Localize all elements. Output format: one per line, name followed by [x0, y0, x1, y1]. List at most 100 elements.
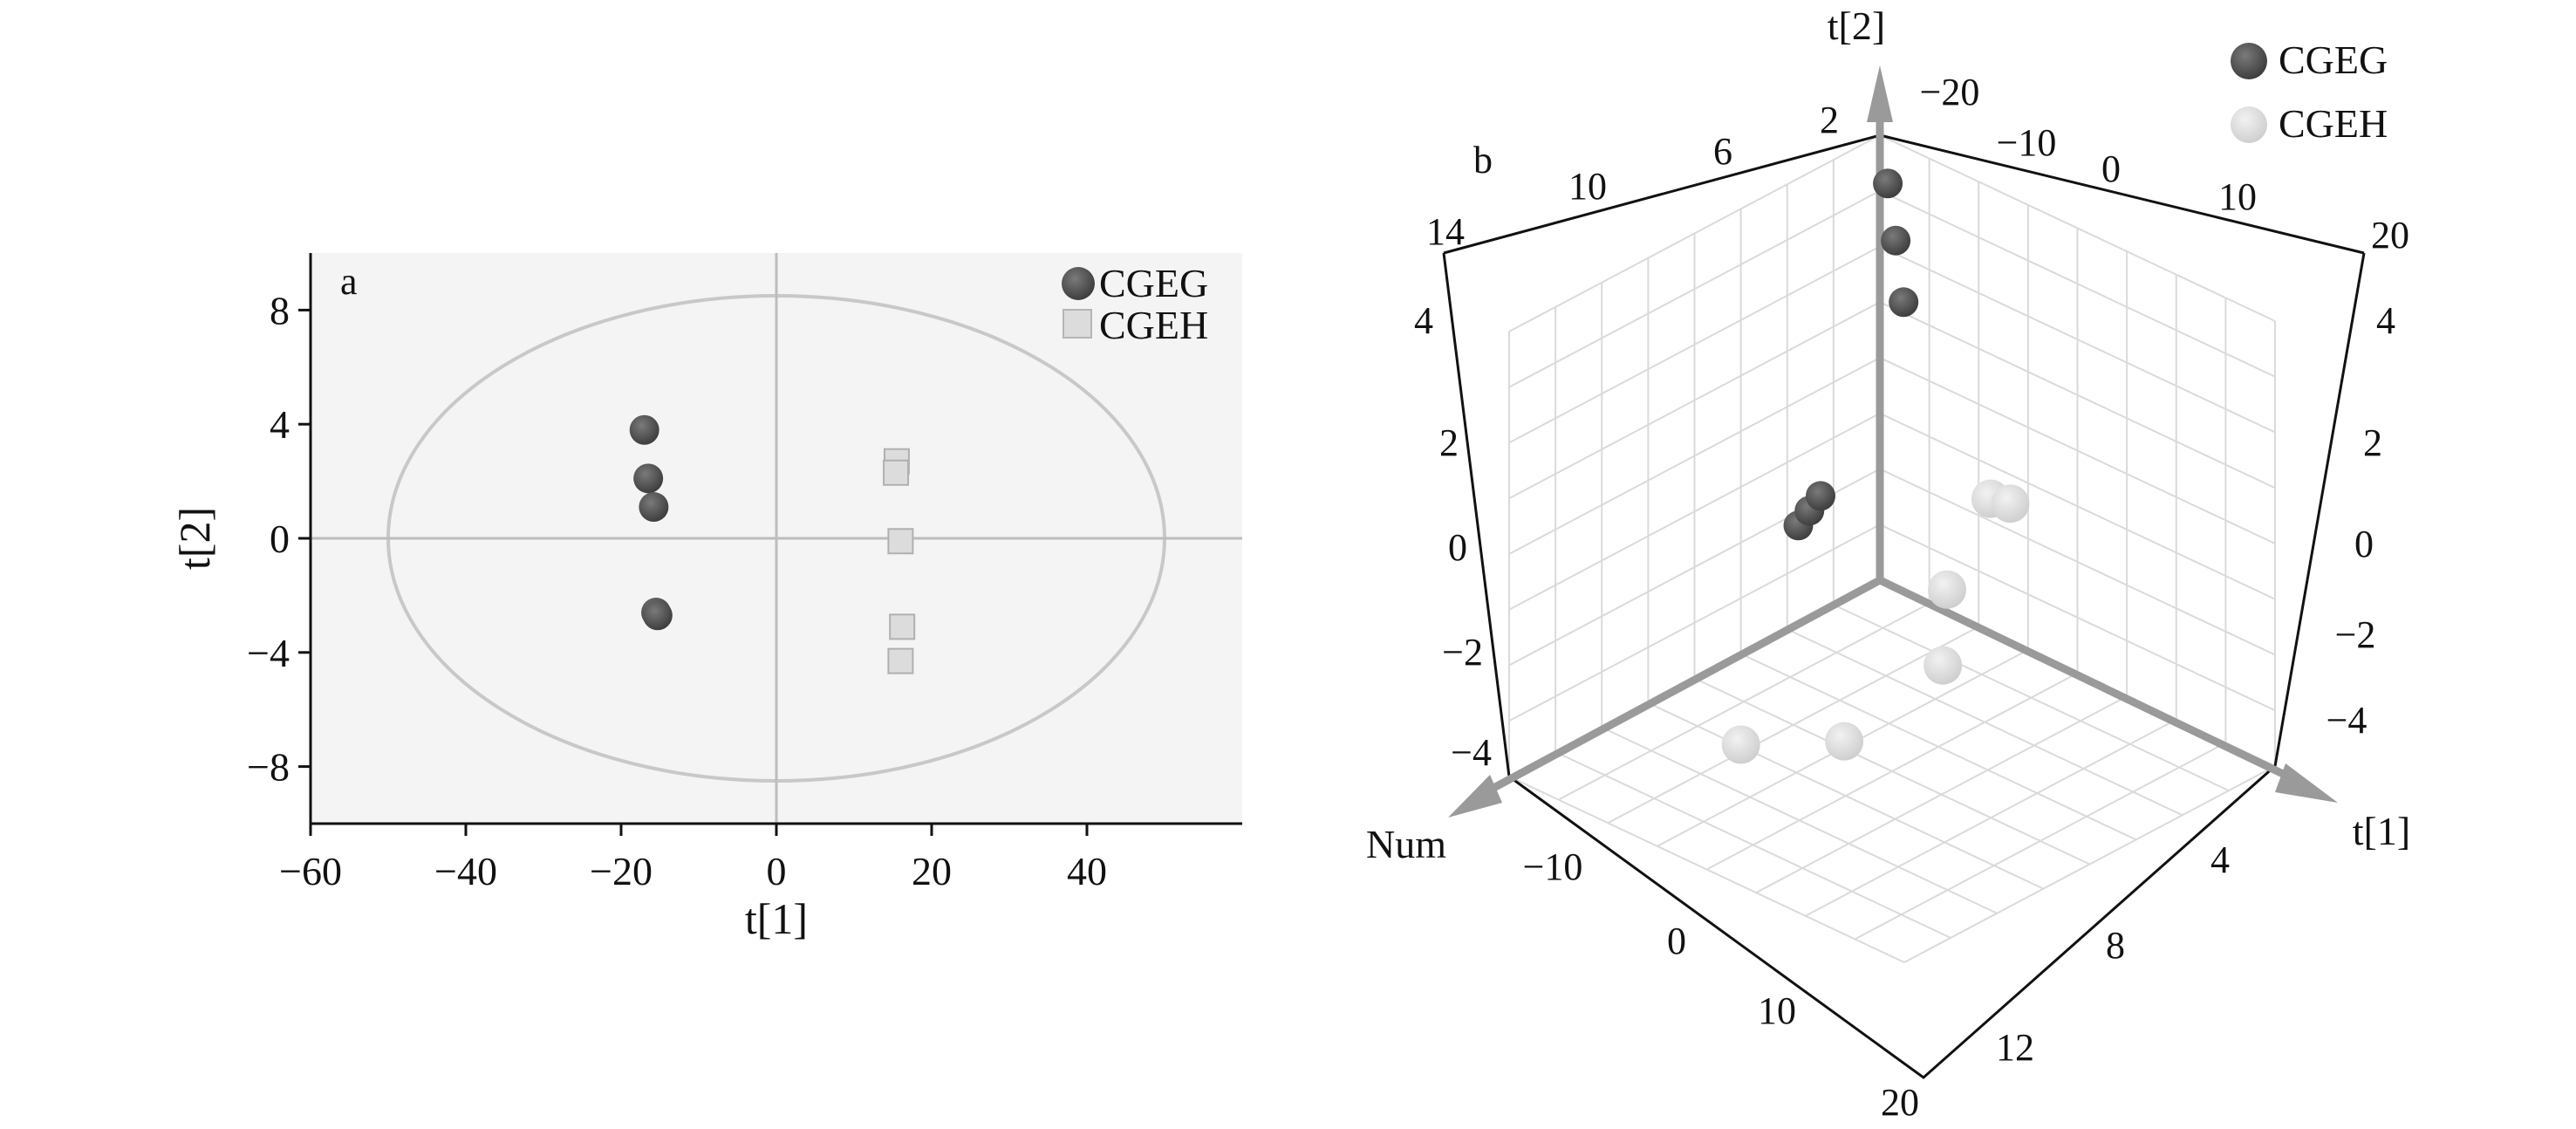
tick-label: 20: [1881, 1081, 1919, 1124]
t1-axis-label: t[1]: [2353, 809, 2410, 853]
data-point-cgeg: [633, 463, 664, 494]
panel-a-legend: CGEG CGEH: [1062, 261, 1208, 347]
panel-b-3d-score-plot: 14 10 6 2 −20 −10 0 10 20 4 2 0 −2 −4 4 …: [1366, 3, 2410, 1124]
panel-a-y-ticks: −8 −4 0 4 8: [247, 288, 311, 790]
tick-label: −10: [1523, 845, 1583, 888]
panel-b-label: b: [1473, 139, 1493, 181]
tick-label: −2: [1442, 631, 1483, 674]
data-point-cgeg: [642, 600, 673, 631]
x-tick-label: 0: [767, 849, 787, 893]
data-point-cgeh: [1923, 646, 1963, 685]
right-back-wall: [1880, 135, 2364, 766]
legend-label-cgeg: CGEG: [1099, 261, 1208, 305]
tick-label: 6: [1713, 130, 1732, 173]
floor: [1509, 580, 2275, 1078]
grid-line: [1508, 134, 1881, 332]
panel-a-x-ticks: −60 −40 −20 0 20 40: [279, 824, 1107, 893]
grid-line: [1508, 357, 1881, 555]
tick-label: 12: [1996, 1026, 2034, 1069]
data-point-cgeh: [887, 647, 914, 674]
num-arrowhead: [1448, 775, 1502, 818]
tick-label: 0: [1667, 920, 1686, 962]
y-tick-label: 0: [270, 517, 290, 561]
data-point-cgeg: [629, 414, 659, 445]
tick-label: 10: [1758, 989, 1796, 1032]
grid-line: [1879, 357, 2276, 544]
grid-line: [1879, 189, 2276, 378]
grid-line: [1647, 701, 2044, 890]
t1-arrowhead: [2275, 763, 2338, 803]
legend-label-cgeh: CGEH: [1099, 303, 1208, 347]
tick-label: 0: [1448, 526, 1467, 569]
right-vertical-ticks: 4 2 0 −2 −4: [2327, 299, 2395, 742]
tick-label: −20: [1920, 71, 1980, 113]
data-point-cgeg: [639, 492, 669, 523]
y-tick-label: −4: [247, 631, 290, 675]
tick-label: 4: [2210, 838, 2230, 881]
tick-label: −4: [1451, 731, 1492, 774]
legend-label-cgeg: CGEG: [2279, 38, 2388, 82]
tick-label: 10: [1568, 165, 1607, 208]
grid-line: [1508, 189, 1881, 388]
top-right-edge-ticks: −20 −10 0 10 20: [1920, 71, 2409, 257]
panel-a-label: a: [340, 260, 358, 303]
tick-label: 4: [1414, 299, 1433, 342]
panel-a-x-axis-label: t[1]: [745, 894, 808, 943]
data-point-cgeh: [883, 459, 910, 486]
tick-label: 4: [2376, 299, 2395, 342]
data-point-cgeh: [1825, 722, 1864, 761]
grid-line: [1903, 765, 2276, 963]
data-point-cgeh: [1721, 725, 1760, 764]
legend-light-circle-marker: [2231, 106, 2267, 143]
data-point-cgeg: [1806, 481, 1835, 511]
num-axis-arrow: [1448, 577, 1882, 818]
grid-line: [1879, 134, 2276, 322]
panel-b-legend: CGEG CGEH: [2231, 38, 2388, 146]
left-back-wall: [1444, 135, 1880, 777]
legend-circle-marker: [1062, 267, 1095, 300]
x-tick-label: −60: [279, 849, 342, 893]
x-tick-label: 20: [912, 849, 952, 893]
data-point-cgeh: [889, 613, 916, 640]
num-axis-label: Num: [1366, 822, 1446, 866]
grid-line: [1508, 776, 1905, 963]
y-tick-label: 8: [270, 288, 290, 332]
tick-label: 14: [1426, 210, 1465, 253]
grid-line: [1879, 301, 2276, 489]
data-point-cgeg: [1873, 168, 1903, 199]
grid-line: [1854, 742, 2226, 941]
tick-label: 10: [2218, 175, 2257, 218]
tick-label: 2: [1820, 99, 1839, 141]
legend-label-cgeh: CGEH: [2279, 101, 2388, 146]
tick-label: 0: [2354, 523, 2374, 565]
t2-axis-label: t[2]: [1828, 3, 1885, 48]
y-tick-label: −8: [247, 745, 290, 790]
tick-label: 20: [2371, 214, 2409, 257]
grid-line: [1554, 750, 1951, 939]
grid-line: [1755, 695, 2128, 894]
data-point-cgeh: [887, 528, 914, 555]
x-tick-label: −40: [434, 849, 497, 893]
tick-label: 2: [2363, 421, 2382, 464]
legend-dark-circle-marker: [2231, 43, 2267, 79]
y-tick-label: 4: [270, 402, 290, 447]
grid-line: [1601, 726, 1998, 914]
bottom-right-edge-ticks: 4 8 12: [1996, 838, 2230, 1069]
data-point-cgeg: [1881, 225, 1911, 256]
panel-b-points: [1721, 168, 2030, 764]
t2-arrowhead: [1867, 65, 1893, 122]
data-point-cgeh: [1928, 570, 1967, 609]
bottom-left-edge-ticks: −10 0 10 20: [1523, 845, 1919, 1124]
left-vertical-ticks: 4 2 0 −2 −4: [1414, 299, 1492, 774]
legend-square-marker: [1063, 309, 1092, 339]
x-tick-label: 40: [1067, 849, 1107, 893]
tick-label: 8: [2106, 924, 2125, 967]
tick-label: −4: [2327, 699, 2368, 742]
x-tick-label: −20: [590, 849, 653, 893]
t1-axis-arrow: [1878, 576, 2338, 803]
tick-label: 0: [2101, 147, 2121, 190]
grid-line: [1706, 672, 2078, 871]
data-point-cgeh: [1991, 484, 2030, 523]
